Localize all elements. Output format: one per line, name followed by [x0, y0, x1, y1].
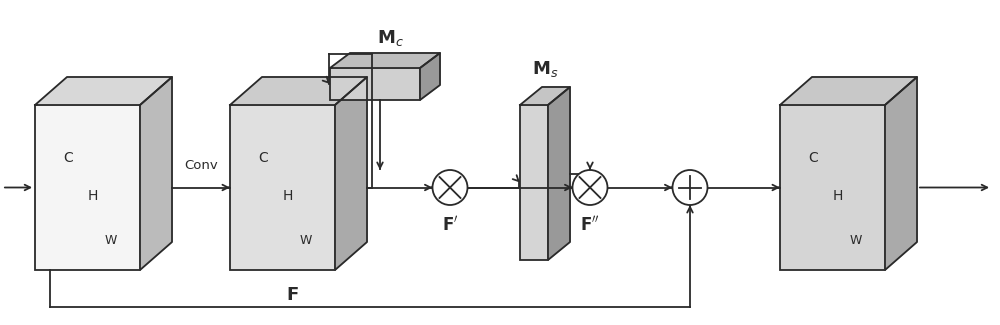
Text: $\mathbf{F^{\prime\prime}}$: $\mathbf{F^{\prime\prime}}$	[580, 215, 600, 235]
Circle shape	[672, 170, 708, 205]
Circle shape	[432, 170, 468, 205]
Polygon shape	[780, 77, 917, 105]
Text: $\mathbf{M}_s$: $\mathbf{M}_s$	[532, 59, 558, 79]
Text: C: C	[259, 151, 268, 165]
Polygon shape	[335, 77, 367, 270]
Polygon shape	[330, 53, 440, 68]
Bar	[330, 68, 420, 100]
Bar	[230, 105, 335, 270]
Text: H: H	[833, 189, 843, 203]
Text: $\mathbf{M}_c$: $\mathbf{M}_c$	[377, 28, 403, 48]
Text: H: H	[88, 189, 98, 203]
Polygon shape	[885, 77, 917, 270]
Polygon shape	[520, 87, 570, 105]
Text: W: W	[299, 234, 312, 247]
Text: $\mathbf{F}$: $\mathbf{F}$	[286, 286, 299, 304]
Text: C: C	[809, 151, 818, 165]
Bar	[520, 105, 548, 260]
Bar	[35, 105, 140, 270]
Polygon shape	[230, 77, 367, 105]
Polygon shape	[420, 53, 440, 100]
Circle shape	[572, 170, 608, 205]
Text: C: C	[64, 151, 73, 165]
Text: W: W	[104, 234, 117, 247]
Text: W: W	[849, 234, 862, 247]
Text: H: H	[283, 189, 293, 203]
Text: Conv: Conv	[184, 159, 218, 172]
Polygon shape	[548, 87, 570, 260]
Text: $\mathbf{F'}$: $\mathbf{F'}$	[442, 215, 458, 235]
Bar	[780, 105, 885, 270]
Polygon shape	[140, 77, 172, 270]
Polygon shape	[35, 77, 172, 105]
